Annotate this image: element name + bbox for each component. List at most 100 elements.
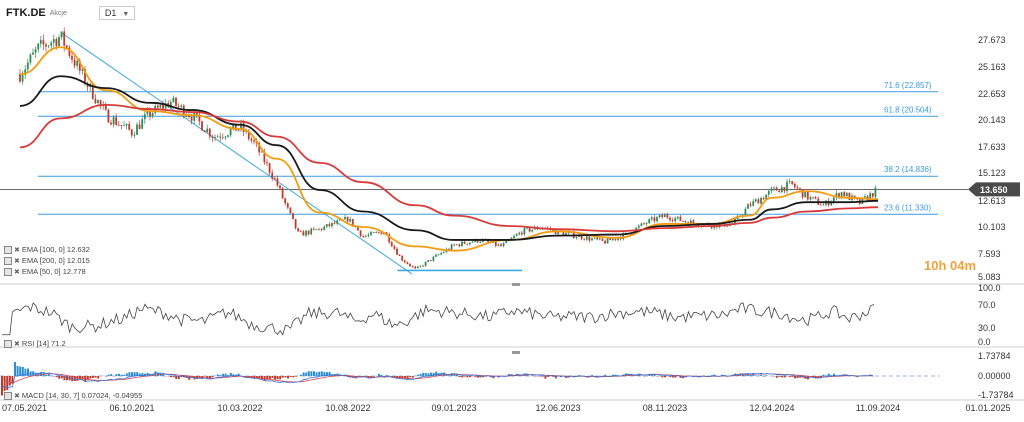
macd-bar <box>788 376 791 377</box>
macd-bar <box>378 373 380 376</box>
macd-bar <box>180 376 183 377</box>
legend-ema200: ✖ EMA [200, 0] 12.015 <box>4 256 90 265</box>
macd-bar <box>211 376 214 378</box>
macd-bar <box>521 375 523 376</box>
macd-bar <box>781 376 783 378</box>
candle-body <box>869 193 872 201</box>
candle-body <box>346 217 349 222</box>
candle-body <box>273 178 276 180</box>
macd-bar <box>531 375 534 376</box>
close-icon[interactable]: ✖ <box>14 392 20 400</box>
macd-bar <box>651 375 653 376</box>
macd-bar <box>474 376 477 377</box>
macd-bar <box>3 376 6 391</box>
candle-body <box>281 188 284 199</box>
macd-bar <box>193 376 196 380</box>
x-tick-label: 12.06.2023 <box>535 403 580 413</box>
legend-rsi-label: RSI [14] 71.2 <box>21 339 66 348</box>
candle-body <box>367 234 370 237</box>
candle-body <box>388 234 391 243</box>
candle-body <box>60 31 63 38</box>
candle-body <box>47 45 50 47</box>
candle-body <box>229 128 232 136</box>
macd-bar <box>830 375 833 376</box>
candle-body <box>63 31 66 46</box>
candle-body <box>669 217 671 221</box>
candle-body <box>320 228 323 230</box>
candle-body <box>674 218 677 221</box>
candle-body <box>143 114 146 120</box>
candle-body <box>24 69 27 75</box>
candle-body <box>138 124 141 129</box>
eye-icon[interactable] <box>4 256 12 265</box>
macd-bar <box>266 376 269 380</box>
candle-body <box>523 228 526 235</box>
candle-body <box>224 136 227 138</box>
macd-bar <box>820 376 822 378</box>
x-tick-label: 08.11.2023 <box>643 403 687 413</box>
candle-body <box>128 124 131 130</box>
macd-bar <box>159 373 162 376</box>
macd-bar <box>58 376 61 379</box>
candle-body <box>390 242 393 247</box>
candle-body <box>757 199 760 204</box>
macd-bar <box>183 376 185 378</box>
candle-body <box>440 253 443 255</box>
macd-bar <box>66 376 68 381</box>
candle-body <box>221 137 224 139</box>
candle-body <box>240 123 242 129</box>
candle-body <box>497 244 500 246</box>
macd-bar <box>14 362 16 376</box>
candle-body <box>250 138 253 141</box>
timeframe-select[interactable]: D1 ▼ <box>98 6 136 20</box>
eye-icon[interactable] <box>4 245 12 254</box>
candle-body <box>593 237 596 239</box>
candle-body <box>172 97 175 102</box>
trendline <box>60 31 413 275</box>
macd-bar <box>674 376 677 378</box>
candle-body <box>505 240 508 244</box>
close-icon[interactable]: ✖ <box>14 257 20 265</box>
close-icon[interactable]: ✖ <box>14 340 20 348</box>
symbol-name[interactable]: FTK.DE <box>6 7 46 19</box>
candle-body <box>848 192 851 201</box>
close-icon[interactable]: ✖ <box>14 268 20 276</box>
eye-icon[interactable] <box>4 391 12 400</box>
candle-body <box>97 100 99 104</box>
macd-bar <box>79 376 81 380</box>
candle-body <box>832 197 835 202</box>
countdown-minutes: 04m <box>950 258 977 273</box>
candle-body <box>809 197 812 200</box>
macd-tick-label: -1.73784 <box>978 390 1014 400</box>
macd-bar <box>411 376 414 378</box>
candle-body <box>310 228 313 235</box>
candle-body <box>424 261 427 266</box>
candle-body <box>73 59 76 66</box>
candle-body <box>414 266 417 269</box>
y-tick-label: 20.143 <box>978 115 1006 125</box>
close-icon[interactable]: ✖ <box>14 246 20 254</box>
candle-body <box>377 232 380 233</box>
rsi-tick-label: 0.0 <box>978 337 991 347</box>
rsi-tick-label: 100.0 <box>978 283 1001 293</box>
candle-body <box>312 228 315 230</box>
macd-tick-label: 0.00000 <box>978 371 1011 381</box>
candle-body <box>247 130 250 139</box>
macd-bar <box>115 374 118 376</box>
candle-body <box>266 162 268 164</box>
macd-bar <box>827 373 830 376</box>
macd-bar <box>40 372 42 376</box>
candle-body <box>640 223 643 226</box>
candle-body <box>679 216 682 221</box>
candle-body <box>65 45 68 48</box>
eye-icon[interactable] <box>4 267 12 276</box>
macd-bar <box>45 374 48 376</box>
candle-body <box>323 226 326 230</box>
x-tick-label: 10.03.2022 <box>217 403 262 413</box>
candle-body <box>120 124 123 126</box>
candle-body <box>650 217 653 220</box>
candle-body <box>432 256 435 261</box>
candle-body <box>71 55 73 60</box>
eye-icon[interactable] <box>4 339 12 348</box>
